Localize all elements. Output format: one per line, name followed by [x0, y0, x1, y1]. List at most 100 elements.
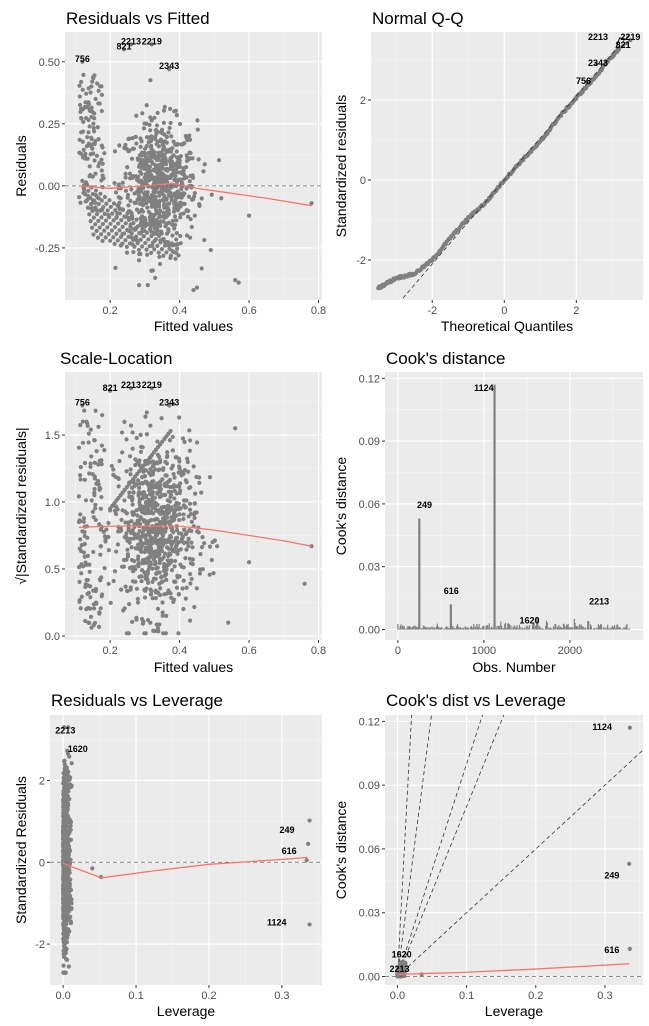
data-point: [137, 169, 143, 174]
data-point: [67, 817, 73, 823]
data-point: [96, 218, 101, 223]
data-point: [167, 478, 172, 483]
data-point: [207, 475, 213, 480]
data-point: [81, 516, 87, 521]
data-point: [192, 515, 197, 521]
data-point: [64, 821, 69, 826]
data-point: [106, 548, 111, 553]
data-point: [89, 136, 94, 142]
data-point: [130, 216, 135, 221]
data-point: [143, 547, 148, 552]
data-point: [67, 889, 72, 894]
point-label: 2213: [589, 596, 609, 606]
data-point: [82, 191, 87, 196]
data-point: [125, 192, 131, 198]
data-point: [178, 233, 183, 239]
data-point: [89, 114, 94, 120]
data-point: [169, 514, 175, 519]
data-point: [141, 508, 146, 513]
data-point: [131, 511, 137, 517]
data-point: [148, 510, 153, 515]
point-label: 2213: [390, 964, 410, 974]
data-point: [159, 247, 164, 252]
data-point: [61, 963, 66, 968]
data-point: [149, 385, 154, 391]
data-point: [124, 250, 130, 255]
data-point: [184, 158, 190, 163]
data-point: [167, 67, 172, 72]
data-point: [174, 195, 179, 200]
data-point: [187, 179, 192, 184]
data-point: [80, 440, 86, 445]
data-point: [85, 591, 90, 597]
data-point: [165, 209, 170, 214]
x-tick-label: 0.4: [172, 305, 187, 317]
data-point: [170, 218, 176, 223]
data-point: [164, 250, 169, 255]
data-point: [181, 471, 186, 476]
data-point: [181, 191, 186, 196]
data-point: [128, 585, 133, 590]
point-label: 2343: [159, 398, 179, 408]
data-point: [157, 214, 162, 220]
data-point: [168, 493, 174, 498]
panel-residuals-vs-leverage: 0.0 0.1 0.2 0.3 -2 0 2 2213 1620 249 616 1124 Residu…: [13, 691, 322, 1019]
data-point: [95, 81, 100, 86]
data-point: [195, 127, 200, 132]
data-point: [79, 130, 84, 135]
data-point: [157, 211, 162, 216]
data-point: [93, 408, 98, 413]
data-point: [182, 439, 187, 445]
data-point: [78, 537, 83, 542]
smooth-line: [78, 182, 312, 207]
data-point: [154, 460, 159, 465]
data-point: [160, 613, 165, 618]
data-point: [143, 414, 148, 419]
data-point: [170, 434, 175, 440]
data-point: [92, 140, 97, 146]
data-point: [187, 507, 193, 512]
data-point: [62, 854, 67, 859]
y-tick-label: 0.06: [359, 844, 380, 856]
data-point: [187, 571, 193, 577]
data-point: [157, 486, 162, 491]
plot-background: [50, 715, 322, 985]
data-point: [106, 581, 111, 586]
contour-line: [397, 715, 505, 977]
data-point: [78, 102, 83, 108]
data-point: [111, 235, 116, 240]
data-point: [157, 261, 163, 267]
data-point: [120, 231, 125, 237]
data-point: [202, 162, 207, 167]
data-point: [153, 194, 158, 200]
data-point: [183, 596, 188, 601]
data-point: [67, 848, 73, 853]
point-label: 249: [417, 500, 432, 510]
data-point: [88, 606, 93, 611]
data-point: [62, 881, 68, 887]
data-point: [148, 423, 153, 428]
data-point: [302, 581, 307, 586]
data-point: [102, 448, 107, 453]
data-point: [128, 42, 134, 47]
data-point: [102, 228, 107, 233]
data-point: [153, 590, 158, 595]
data-point: [145, 167, 150, 172]
smooth-line: [78, 525, 312, 547]
data-point: [146, 140, 151, 145]
data-point: [65, 866, 71, 871]
data-point: [173, 250, 179, 255]
data-point: [160, 610, 165, 615]
data-point: [178, 562, 183, 567]
data-point: [93, 200, 98, 205]
data-point: [65, 930, 70, 935]
data-point: [111, 467, 116, 472]
data-point: [65, 893, 70, 898]
data-point: [83, 560, 88, 565]
data-point: [140, 445, 145, 450]
y-tick-label: 0.00: [359, 971, 380, 983]
data-point: [307, 818, 312, 823]
data-point: [82, 154, 87, 159]
data-point: [153, 128, 158, 133]
data-point: [153, 576, 158, 581]
